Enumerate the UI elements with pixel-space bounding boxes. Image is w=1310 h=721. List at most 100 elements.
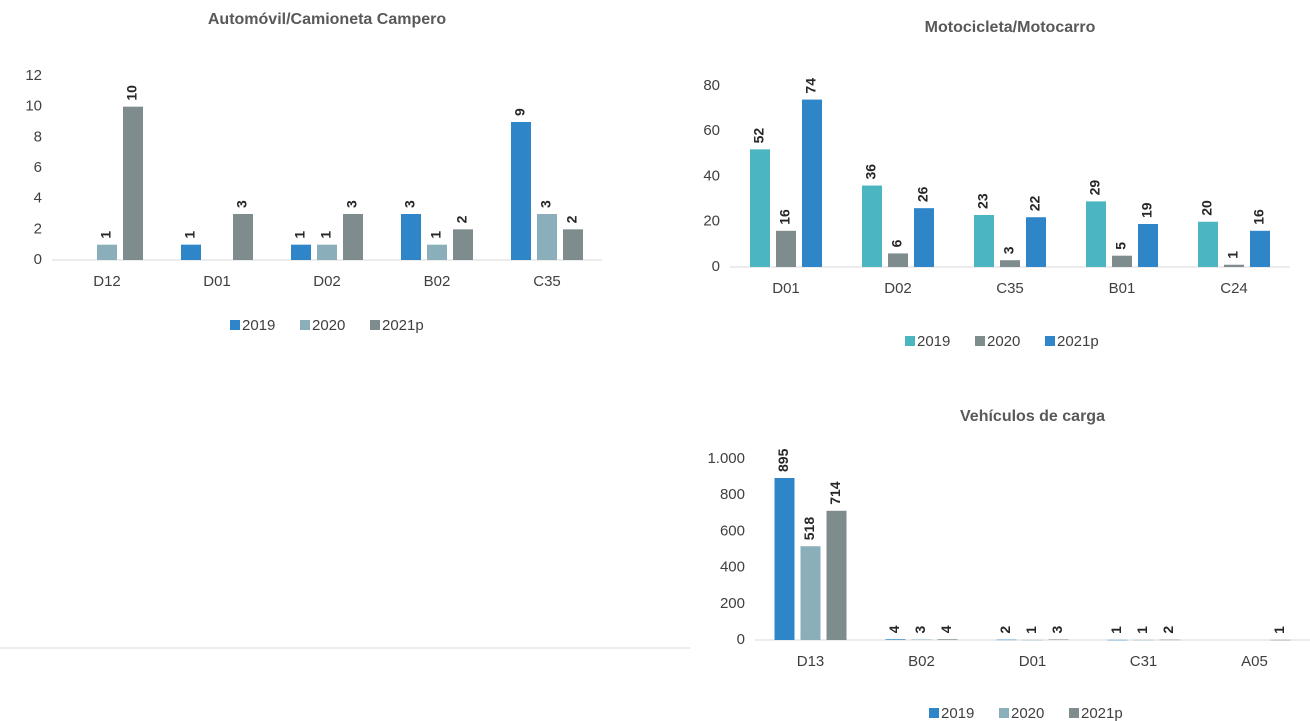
legend-label: 2021p (1081, 705, 1123, 721)
data-label: 518 (801, 517, 817, 541)
data-label: 3 (538, 200, 554, 208)
bar (1198, 221, 1218, 267)
data-label: 3 (344, 200, 360, 208)
data-label: 3 (402, 200, 418, 208)
data-label: 16 (1251, 209, 1267, 225)
y-tick-label: 0 (712, 258, 720, 275)
data-label: 6 (889, 239, 905, 247)
legend-swatch (1045, 336, 1055, 346)
data-label: 5 (1113, 242, 1129, 250)
x-tick-label: B02 (908, 653, 935, 670)
x-tick-label: D13 (797, 653, 825, 670)
data-label: 20 (1199, 200, 1215, 216)
legend-label: 2021p (382, 317, 424, 334)
bar (343, 214, 363, 260)
bar (511, 122, 531, 260)
bar (914, 208, 934, 267)
x-tick-label: D02 (884, 280, 912, 297)
data-label: 895 (775, 448, 791, 472)
legend-label: 2019 (242, 317, 275, 334)
x-tick-label: D02 (313, 273, 341, 290)
x-tick-label: D01 (1019, 653, 1047, 670)
bar (97, 244, 117, 260)
bar (453, 229, 473, 260)
data-label: 26 (915, 186, 931, 202)
y-tick-label: 8 (34, 128, 42, 145)
data-label: 23 (975, 193, 991, 209)
data-label: 16 (777, 209, 793, 225)
legend-swatch (929, 708, 939, 718)
x-tick-label: C31 (1130, 653, 1158, 670)
x-tick-label: D01 (203, 273, 231, 290)
legend-swatch (905, 336, 915, 346)
data-label: 2 (997, 626, 1013, 634)
x-tick-label: D12 (93, 273, 121, 290)
legend-swatch (1069, 708, 1079, 718)
bar (1086, 201, 1106, 267)
legend-swatch (230, 320, 240, 330)
data-label: 1 (428, 231, 444, 239)
data-label: 29 (1087, 180, 1103, 196)
bar (1107, 639, 1128, 641)
legend-label: 2019 (941, 705, 974, 721)
data-label: 1 (292, 231, 308, 239)
data-label: 1 (1271, 626, 1287, 634)
legend-swatch (370, 320, 380, 330)
bar (1026, 217, 1046, 267)
bar (123, 106, 143, 261)
data-label: 3 (1049, 625, 1065, 633)
data-label: 4 (938, 625, 954, 633)
bar (427, 244, 447, 260)
data-label: 1 (1023, 626, 1039, 634)
chart-title: Motocicleta/Motocarro (925, 19, 1096, 36)
data-label: 1 (1134, 626, 1150, 634)
legend-label: 2020 (1011, 705, 1044, 721)
bar (996, 639, 1017, 641)
x-tick-label: A05 (1241, 653, 1268, 670)
bar (888, 253, 908, 267)
y-tick-label: 4 (34, 190, 42, 207)
bar (885, 639, 906, 640)
legend-label: 2020 (312, 317, 345, 334)
y-tick-label: 20 (703, 213, 720, 230)
data-label: 3 (234, 200, 250, 208)
bar (1133, 639, 1154, 641)
data-label: 22 (1027, 195, 1043, 211)
bar (750, 149, 770, 267)
legend-swatch (999, 708, 1009, 718)
bar (1224, 264, 1244, 267)
x-tick-label: C24 (1220, 280, 1248, 297)
x-tick-label: B01 (1109, 280, 1136, 297)
x-tick-label: C35 (533, 273, 561, 290)
y-tick-label: 200 (720, 595, 745, 612)
bar (563, 229, 583, 260)
y-tick-label: 0 (737, 631, 745, 648)
data-label: 4 (886, 625, 902, 633)
data-label: 1 (182, 231, 198, 239)
data-label: 1 (1108, 626, 1124, 634)
bar (1270, 639, 1291, 641)
y-tick-label: 1.000 (707, 450, 745, 467)
data-label: 10 (124, 85, 140, 101)
bar (1022, 639, 1043, 641)
bar (862, 185, 882, 267)
bar (1159, 639, 1180, 641)
data-label: 2 (454, 215, 470, 223)
data-label: 19 (1139, 202, 1155, 218)
chart-title: Automóvil/Camioneta Campero (208, 11, 446, 28)
bar (800, 546, 821, 640)
y-tick-label: 400 (720, 559, 745, 576)
y-tick-label: 6 (34, 159, 42, 176)
chart-title: Vehículos de carga (960, 408, 1105, 425)
data-label: 36 (863, 164, 879, 180)
y-tick-label: 600 (720, 522, 745, 539)
bar (776, 230, 796, 267)
bar (1138, 224, 1158, 267)
x-tick-label: D01 (772, 280, 800, 297)
data-label: 1 (1225, 251, 1241, 259)
bar (826, 510, 847, 640)
bar (537, 214, 557, 260)
y-tick-label: 800 (720, 486, 745, 503)
data-label: 2 (564, 215, 580, 223)
y-tick-label: 10 (25, 98, 42, 115)
